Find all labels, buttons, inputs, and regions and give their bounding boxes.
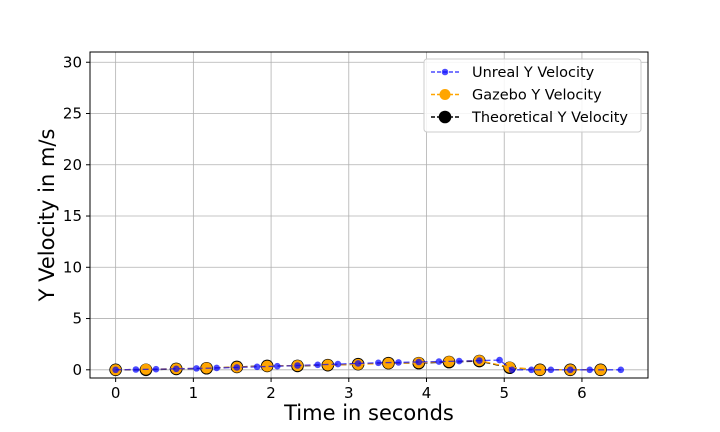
y-tick-label: 5 bbox=[72, 310, 82, 328]
data-point bbox=[193, 365, 200, 372]
data-point bbox=[172, 365, 180, 373]
x-tick-label: 0 bbox=[111, 384, 121, 402]
series-line bbox=[115, 359, 601, 371]
data-point bbox=[455, 357, 463, 365]
x-tick-label: 1 bbox=[189, 384, 199, 402]
y-tick-label: 15 bbox=[63, 207, 82, 225]
data-point bbox=[547, 366, 555, 374]
y-tick-label: 20 bbox=[63, 156, 82, 174]
data-point bbox=[253, 363, 261, 371]
legend-label: Unreal Y Velocity bbox=[472, 65, 595, 81]
legend-marker bbox=[439, 89, 451, 100]
data-point bbox=[213, 364, 220, 372]
series-unreal-y-velocity bbox=[112, 356, 625, 374]
data-point bbox=[112, 366, 119, 374]
x-tick-label: 4 bbox=[422, 384, 432, 402]
legend-item: Gazebo Y Velocity bbox=[431, 88, 602, 104]
series-layer bbox=[109, 354, 625, 377]
data-point bbox=[334, 360, 342, 368]
ticks: 0 1 2 3 4 5 6 0 5 10 15 20 25 30 bbox=[63, 53, 587, 402]
data-point bbox=[395, 359, 402, 366]
legend-marker bbox=[438, 110, 452, 124]
data-point bbox=[586, 366, 594, 374]
plot-frame bbox=[89, 51, 649, 379]
legend-box bbox=[423, 58, 642, 133]
data-point bbox=[233, 364, 241, 371]
data-point bbox=[261, 360, 273, 372]
data-point bbox=[132, 366, 140, 373]
legend-item: Theoretical Y Velocity bbox=[431, 110, 628, 126]
data-point bbox=[496, 356, 503, 364]
data-point bbox=[528, 366, 535, 374]
data-point bbox=[617, 366, 625, 374]
y-tick-label: 0 bbox=[72, 361, 82, 379]
data-point bbox=[375, 359, 382, 367]
data-point bbox=[566, 366, 574, 374]
data-point bbox=[273, 362, 281, 370]
y-tick-label: 25 bbox=[63, 105, 82, 123]
y-axis-label: Y Velocity in m/s bbox=[35, 129, 59, 303]
data-point bbox=[354, 360, 362, 367]
data-point bbox=[314, 361, 322, 369]
y-tick-label: 30 bbox=[63, 53, 82, 71]
legend: Unreal Y Velocity Gazebo Y Velocity Theore… bbox=[423, 58, 642, 133]
y-tick-label: 10 bbox=[63, 258, 82, 276]
x-tick-label: 3 bbox=[344, 384, 354, 402]
x-axis-label: Time in seconds bbox=[283, 401, 454, 425]
x-tick-label: 2 bbox=[266, 384, 276, 402]
data-point bbox=[476, 357, 483, 364]
grid bbox=[90, 52, 648, 378]
legend-item: Unreal Y Velocity bbox=[431, 65, 595, 81]
x-tick-label: 5 bbox=[499, 384, 509, 402]
x-tick-label: 6 bbox=[577, 384, 587, 402]
legend-label: Gazebo Y Velocity bbox=[472, 88, 602, 104]
data-point bbox=[152, 365, 160, 373]
data-point bbox=[294, 362, 301, 369]
data-point bbox=[435, 358, 443, 365]
legend-marker bbox=[441, 68, 449, 76]
legend-label: Theoretical Y Velocity bbox=[471, 110, 628, 126]
data-point bbox=[415, 358, 423, 366]
data-point bbox=[508, 366, 516, 374]
